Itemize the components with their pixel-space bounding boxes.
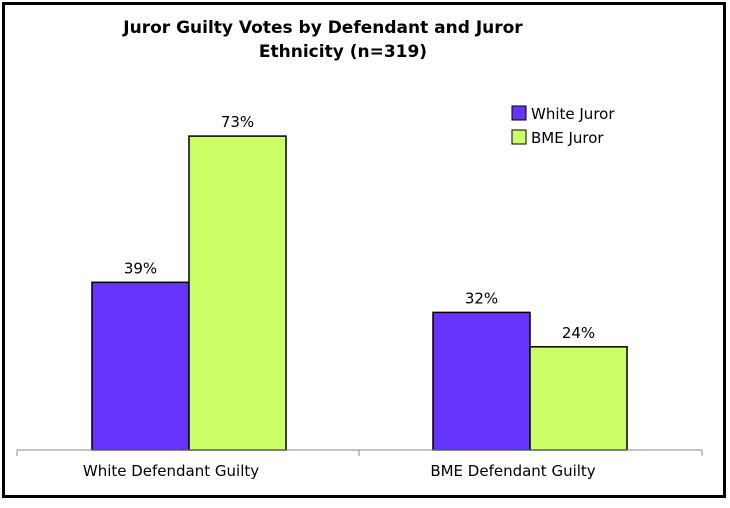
chart-frame: Juror Guilty Votes by Defendant and Juro… <box>2 2 726 498</box>
chart-title-line1: Juror Guilty Votes by Defendant and Juro… <box>122 18 523 38</box>
legend: White Juror BME Juror <box>511 105 615 147</box>
value-labels-group: 39% 73% 32% 24% <box>124 113 595 342</box>
chart-title-line2: Ethnicity (n=319) <box>259 42 427 62</box>
value-label: 73% <box>221 113 254 131</box>
value-label: 32% <box>465 289 498 307</box>
legend-swatch-white-juror <box>511 105 527 121</box>
category-label-white-defendant: White Defendant Guilty <box>83 462 259 480</box>
legend-label-white-juror: White Juror <box>531 105 615 123</box>
legend-swatch-bme-juror <box>511 129 527 145</box>
category-label-bme-defendant: BME Defendant Guilty <box>430 462 595 480</box>
bar-bme-juror-white-defendant <box>188 135 287 451</box>
bar-bme-juror-bme-defendant <box>529 346 628 451</box>
bar-chart: Juror Guilty Votes by Defendant and Juro… <box>16 18 703 480</box>
bar-white-juror-bme-defendant <box>432 311 531 451</box>
bars-group <box>91 135 628 451</box>
value-label: 24% <box>562 324 595 342</box>
value-label: 39% <box>124 259 157 277</box>
bar-white-juror-white-defendant <box>91 281 190 451</box>
legend-label-bme-juror: BME Juror <box>531 129 604 147</box>
